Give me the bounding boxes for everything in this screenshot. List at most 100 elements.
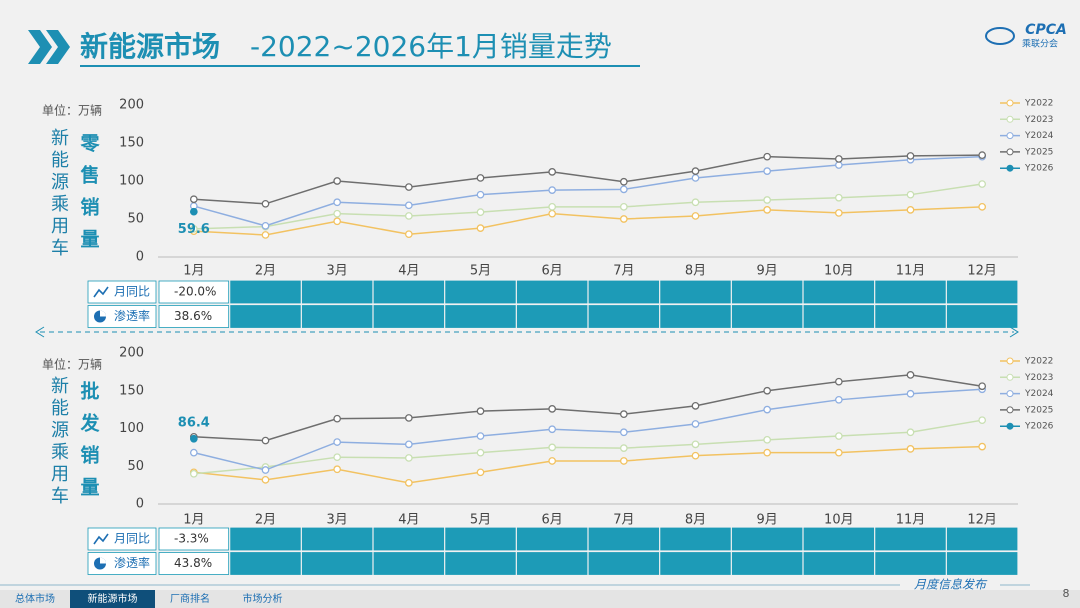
- point: [834, 193, 843, 202]
- table-cell: [516, 527, 588, 551]
- value-label: 59.6: [178, 222, 210, 237]
- point: [333, 198, 342, 207]
- table-cell: [660, 305, 731, 328]
- y-tick-label: 100: [119, 174, 144, 189]
- point: [476, 407, 485, 415]
- legend-marker: [1006, 357, 1014, 365]
- x-tick-label: 12月: [967, 264, 997, 279]
- point: [548, 457, 557, 465]
- nav-tab[interactable]: [0, 590, 70, 608]
- y-tick-label: 0: [136, 250, 144, 265]
- point: [691, 167, 700, 175]
- x-tick-label: 1月: [183, 513, 204, 528]
- legend-label: Y2025: [1024, 405, 1053, 415]
- table-cell: [588, 527, 660, 551]
- table-label-cell: [87, 527, 157, 551]
- point: [619, 215, 628, 223]
- x-tick-label: 9月: [757, 264, 778, 279]
- point: [978, 151, 987, 160]
- point: [548, 168, 557, 176]
- point: [404, 230, 413, 239]
- point: [763, 196, 772, 204]
- x-tick-label: 8月: [685, 513, 706, 528]
- unit-label: 单位：万辆: [42, 103, 102, 118]
- table-row-label: 月同比: [114, 532, 150, 546]
- nav-tab-label[interactable]: 新能源市场: [88, 592, 138, 605]
- pie-icon-slice: [100, 310, 106, 317]
- x-tick-label: 12月: [967, 513, 997, 528]
- logo-sub: 乘联分会: [1022, 38, 1058, 50]
- nav-tab[interactable]: [155, 590, 225, 608]
- x-tick-label: 5月: [470, 264, 491, 279]
- table-cell: [731, 280, 803, 304]
- table-cell: [660, 280, 731, 304]
- legend-label: Y2024: [1024, 389, 1054, 399]
- table-cell: [946, 527, 1018, 551]
- point: [619, 410, 628, 419]
- pie-icon-slice: [100, 557, 106, 564]
- table-cell: [230, 527, 301, 551]
- point: [619, 177, 628, 186]
- table-cell: [445, 527, 516, 551]
- table-cell: [660, 527, 731, 551]
- table-value: -20.0%: [174, 285, 216, 299]
- x-tick-label: 9月: [757, 513, 778, 528]
- x-tick-label: 1月: [183, 264, 204, 279]
- point: [906, 445, 915, 453]
- table-cell: [516, 280, 588, 304]
- nav-tab-label[interactable]: 厂商排名: [170, 592, 210, 605]
- point: [476, 174, 485, 182]
- point: [691, 198, 700, 207]
- point: [978, 382, 987, 391]
- x-tick-label: 7月: [613, 264, 634, 279]
- table-cell: [588, 305, 660, 328]
- table-cell: [875, 280, 946, 304]
- table-cell: [946, 552, 1018, 575]
- nav-tab[interactable]: [225, 590, 300, 608]
- legend-label: Y2023: [1024, 115, 1053, 125]
- y-tick-label: 150: [119, 383, 144, 398]
- point: [619, 457, 628, 465]
- table-value: 38.6%: [174, 309, 212, 323]
- point: [404, 414, 413, 422]
- point: [691, 174, 700, 182]
- page-number: 8: [1063, 587, 1070, 600]
- nav-tab[interactable]: [70, 590, 155, 608]
- point: [763, 386, 772, 395]
- value-label: 86.4: [178, 415, 210, 430]
- point: [691, 401, 700, 410]
- table-row-label: 渗透率: [114, 555, 150, 570]
- x-tick-label: 6月: [542, 513, 563, 528]
- legend-marker: [1006, 164, 1014, 172]
- side-label: 新能源乘用车: [48, 128, 69, 260]
- x-tick-label: 10月: [824, 513, 854, 528]
- point: [691, 420, 700, 428]
- x-tick-label: 8月: [685, 264, 706, 279]
- x-tick-label: 6月: [542, 264, 563, 279]
- point: [261, 199, 270, 208]
- x-tick-label: 4月: [398, 513, 419, 528]
- nav-tab-label[interactable]: 市场分析: [243, 592, 283, 605]
- point: [834, 377, 843, 386]
- point: [763, 167, 772, 175]
- series-line: [193, 374, 983, 442]
- table-cell: [301, 305, 373, 328]
- separator: [35, 326, 1019, 338]
- table-cell: [731, 552, 803, 575]
- point: [763, 405, 772, 414]
- legend-label: Y2022: [1024, 99, 1053, 109]
- table-cell: [731, 305, 803, 328]
- point: [691, 212, 700, 220]
- table-cell: [803, 280, 875, 304]
- point: [333, 453, 342, 462]
- point: [333, 414, 342, 423]
- table-cell: [158, 305, 230, 328]
- series-line: [193, 206, 983, 236]
- y-tick-label: 0: [136, 497, 144, 512]
- point: [978, 180, 987, 188]
- x-tick-label: 11月: [896, 264, 926, 279]
- y-tick-label: 150: [119, 136, 144, 151]
- nav-tab-label[interactable]: 总体市场: [15, 592, 55, 605]
- trend-icon: [93, 533, 109, 545]
